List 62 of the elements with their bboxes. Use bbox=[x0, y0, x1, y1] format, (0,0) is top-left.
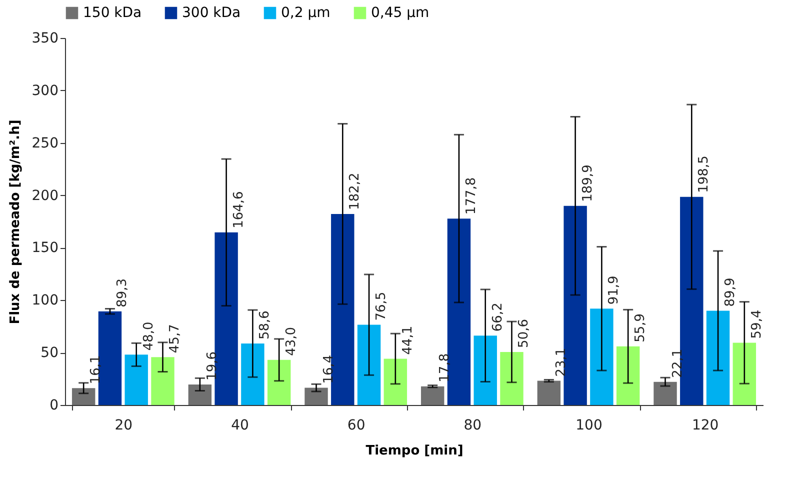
data-label: 43,0 bbox=[284, 326, 300, 356]
data-label: 23,1 bbox=[554, 348, 569, 377]
data-label: 164,6 bbox=[231, 191, 246, 228]
x-tick-label: 120 bbox=[692, 418, 719, 434]
data-label: 89,3 bbox=[114, 278, 130, 308]
bar bbox=[420, 386, 444, 405]
data-label: 58,6 bbox=[258, 310, 273, 340]
data-label: 198,5 bbox=[696, 156, 712, 193]
y-tick-label: 150 bbox=[32, 240, 58, 256]
bar bbox=[474, 336, 497, 405]
bar bbox=[151, 357, 174, 405]
y-tick-label: 350 bbox=[32, 30, 58, 46]
data-label: 91,9 bbox=[606, 276, 622, 305]
data-label: 76,5 bbox=[374, 292, 390, 321]
bar bbox=[267, 360, 291, 405]
bar bbox=[590, 308, 614, 405]
x-tick-label: 80 bbox=[464, 418, 482, 434]
bar bbox=[357, 324, 381, 405]
data-label: 66,2 bbox=[490, 302, 506, 332]
data-label: 16,1 bbox=[88, 355, 104, 384]
x-tick-label: 40 bbox=[231, 418, 249, 434]
legend-label: 150 kDa bbox=[83, 5, 142, 21]
bar bbox=[304, 388, 328, 405]
y-axis-title: Flux de permeado [kg/m².h] bbox=[8, 120, 23, 324]
data-label: 48,0 bbox=[141, 322, 156, 351]
data-label: 50,6 bbox=[516, 318, 532, 348]
legend-label: 300 kDa bbox=[182, 5, 241, 21]
bar bbox=[188, 384, 212, 405]
data-label: 89,9 bbox=[723, 278, 738, 307]
data-label: 22,1 bbox=[670, 348, 686, 378]
bar bbox=[537, 380, 561, 405]
bar bbox=[72, 388, 96, 405]
y-tick-label: 300 bbox=[32, 82, 58, 99]
x-tick-label: 60 bbox=[347, 418, 366, 434]
x-tick-label: 20 bbox=[114, 418, 133, 434]
data-label: 177,8 bbox=[464, 177, 479, 215]
bar bbox=[384, 358, 408, 405]
data-label: 59,4 bbox=[749, 310, 764, 339]
legend-label: 0,45 µm bbox=[371, 5, 430, 21]
data-label: 55,9 bbox=[633, 313, 648, 342]
bar bbox=[732, 342, 756, 405]
bar bbox=[124, 354, 148, 405]
bar bbox=[706, 310, 730, 405]
y-tick-label: 200 bbox=[32, 188, 58, 204]
x-tick-label: 100 bbox=[576, 418, 602, 434]
x-axis-title: Tiempo [min] bbox=[366, 444, 464, 458]
data-label: 189,9 bbox=[580, 164, 596, 202]
y-tick-label: 50 bbox=[40, 345, 58, 362]
data-label: 17,8 bbox=[438, 353, 453, 382]
y-tick-label: 0 bbox=[50, 398, 58, 414]
data-label: 16,4 bbox=[321, 354, 336, 384]
data-label: 19,6 bbox=[204, 351, 220, 380]
bar bbox=[500, 352, 524, 405]
y-tick-label: 100 bbox=[32, 292, 58, 309]
data-label: 182,2 bbox=[348, 172, 363, 210]
data-label: 44,1 bbox=[400, 326, 416, 355]
data-label: 45,7 bbox=[168, 324, 183, 354]
bar bbox=[654, 382, 677, 405]
bar bbox=[616, 346, 640, 405]
y-tick-label: 250 bbox=[32, 135, 58, 152]
bar bbox=[241, 344, 264, 405]
legend-label: 0,2 µm bbox=[281, 5, 330, 21]
